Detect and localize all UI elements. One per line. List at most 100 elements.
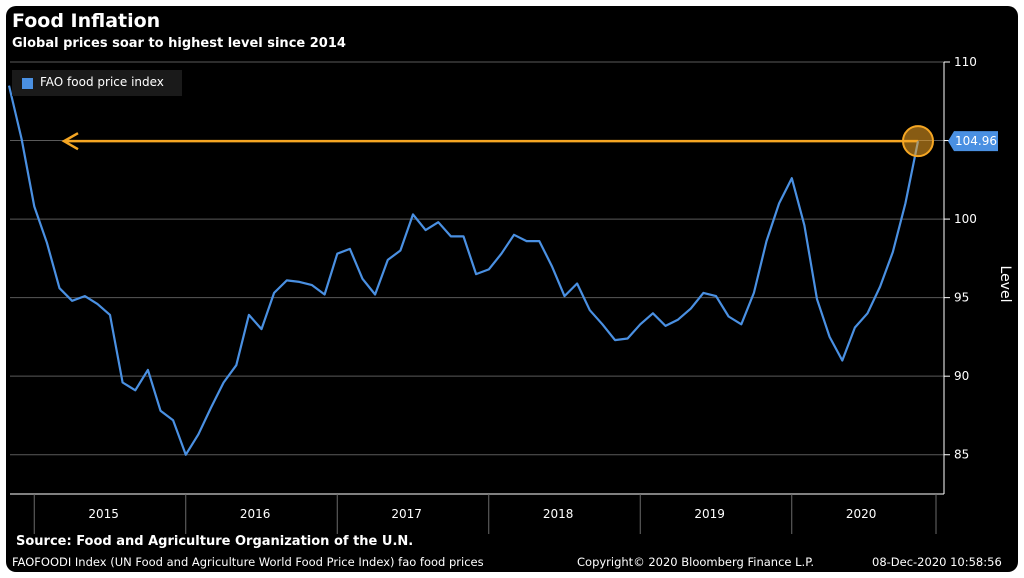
data-point: [159, 410, 161, 412]
y-tick-label: 110: [954, 55, 977, 69]
data-point: [563, 295, 565, 297]
data-point: [715, 295, 717, 297]
chart-frame: 85 90 95 100 110 2015 2016 2017 2018 2019 2020 10…: [6, 6, 1018, 572]
data-point: [513, 234, 515, 236]
data-point: [589, 309, 591, 311]
data-point: [134, 389, 136, 391]
data-point: [690, 307, 692, 309]
data-point: [652, 312, 654, 314]
data-point: [197, 433, 199, 435]
source-note: Source: Food and Agriculture Organizatio…: [16, 534, 414, 549]
data-point: [33, 205, 35, 207]
ticker-description: FAOFOODI Index (UN Food and Agriculture …: [12, 555, 484, 569]
chart-svg: 85 90 95 100 110 2015 2016 2017 2018 2019 2020 10…: [7, 55, 1013, 534]
x-tick-label: 2019: [694, 507, 725, 521]
series-line-fao-food-price-index: [7, 85, 920, 456]
x-tick-label: 2020: [846, 507, 877, 521]
last-value-label-box: [948, 131, 998, 152]
data-point: [20, 138, 22, 140]
data-point: [841, 359, 843, 361]
data-point: [349, 248, 351, 250]
data-point: [298, 281, 300, 283]
x-tick-label: 2016: [240, 507, 271, 521]
data-point: [147, 369, 149, 371]
y-tick-label: 100: [954, 212, 977, 226]
data-point: [791, 177, 793, 179]
data-point: [84, 295, 86, 297]
data-point: [424, 229, 426, 231]
data-point: [260, 328, 262, 330]
data-point: [96, 303, 98, 305]
data-point: [854, 326, 856, 328]
data-point: [412, 213, 414, 215]
chart-title: Food Inflation: [12, 10, 161, 32]
data-point: [109, 314, 111, 316]
data-point: [222, 381, 224, 383]
latest-value-circle-marker: [902, 125, 934, 158]
data-point: [538, 240, 540, 242]
data-point: [551, 265, 553, 267]
data-point: [828, 336, 830, 338]
data-point: [816, 298, 818, 300]
data-point: [273, 292, 275, 294]
data-point: [664, 325, 666, 327]
data-point: [387, 259, 389, 261]
data-point: [361, 278, 363, 280]
data-point: [311, 284, 313, 286]
data-point: [475, 273, 477, 275]
data-point: [639, 323, 641, 325]
data-point: [374, 293, 376, 295]
data-point: [601, 323, 603, 325]
legend-label: FAO food price index: [40, 75, 164, 89]
data-point: [121, 381, 123, 383]
legend-swatch: [22, 78, 33, 89]
data-point: [399, 249, 401, 251]
legend: FAO food price index: [12, 70, 182, 96]
data-point: [753, 292, 755, 294]
data-point: [286, 279, 288, 281]
y-tick-label: 85: [954, 448, 969, 462]
data-point: [185, 454, 187, 456]
data-point: [803, 224, 805, 226]
y-tick-label: 95: [954, 291, 969, 305]
data-point: [866, 312, 868, 314]
data-point: [323, 293, 325, 295]
data-point: [8, 84, 10, 86]
data-point: [210, 406, 212, 408]
data-point: [500, 252, 502, 254]
arrow-head: [61, 132, 79, 151]
x-tick-label: 2015: [88, 507, 119, 521]
data-point: [235, 364, 237, 366]
timestamp-text: 08-Dec-2020 10:58:56: [872, 555, 1002, 569]
data-point: [626, 337, 628, 339]
data-point: [879, 285, 881, 287]
data-point: [71, 300, 73, 302]
data-point: [46, 241, 48, 243]
data-point: [727, 315, 729, 317]
data-point: [248, 314, 250, 316]
data-point: [462, 235, 464, 237]
data-point: [892, 251, 894, 253]
data-point: [336, 252, 338, 254]
data-point: [437, 221, 439, 223]
data-point: [765, 240, 767, 242]
x-tick-label: 2018: [543, 507, 574, 521]
data-point: [778, 202, 780, 204]
y-tick-label: 90: [954, 369, 969, 383]
data-point: [58, 287, 60, 289]
data-point: [702, 292, 704, 294]
last-value-label: 104.96: [955, 134, 997, 148]
chart-subtitle: Global prices soar to highest level sinc…: [12, 36, 346, 51]
y-axis-label: Level: [997, 266, 1013, 303]
data-point: [904, 202, 906, 204]
data-point: [740, 323, 742, 325]
data-point: [525, 240, 527, 242]
copyright-text: Copyright© 2020 Bloomberg Finance L.P.: [577, 555, 814, 569]
x-tick-label: 2017: [391, 507, 422, 521]
data-point: [450, 235, 452, 237]
data-point: [488, 268, 490, 270]
data-point: [614, 339, 616, 341]
data-point: [677, 318, 679, 320]
data-point: [172, 419, 174, 421]
data-point: [576, 282, 578, 284]
